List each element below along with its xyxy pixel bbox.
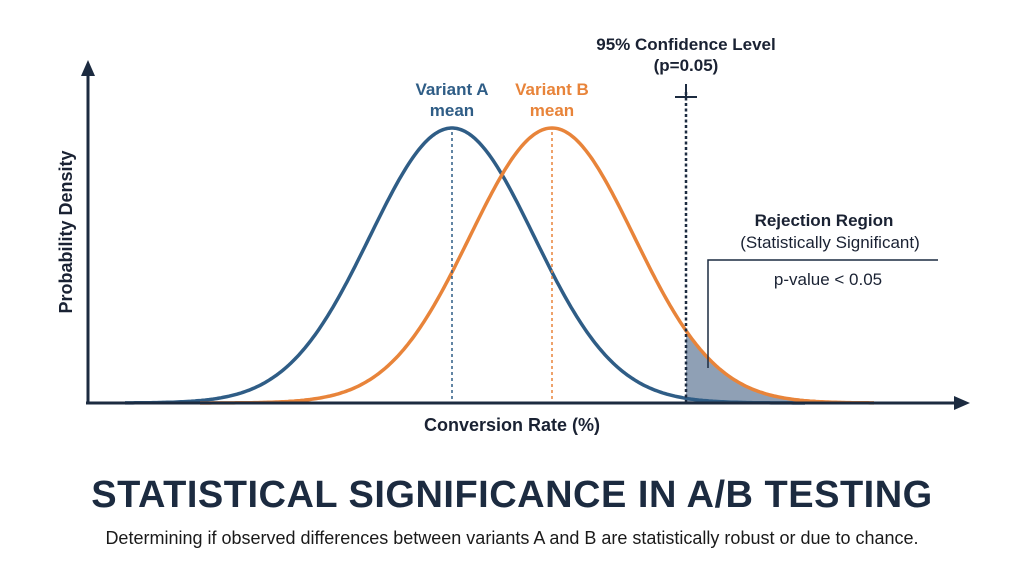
variant-a-label-line1: Variant A <box>415 80 488 99</box>
page-title: STATISTICAL SIGNIFICANCE IN A/B TESTING <box>91 474 933 516</box>
x-axis-label: Conversion Rate (%) <box>424 415 600 435</box>
page-subtitle: Determining if observed differences betw… <box>105 528 919 548</box>
rejection-region-title: Rejection Region <box>755 211 894 230</box>
x-axis-arrow <box>954 396 970 410</box>
variant-a-curve <box>125 126 805 405</box>
variant-b-label-line2: mean <box>530 101 574 120</box>
rejection-region-fill <box>686 330 875 403</box>
variant-b-label-line1: Variant B <box>515 80 589 99</box>
distribution-chart: Probability Density Conversion Rate (%) … <box>56 35 970 435</box>
rejection-region-subtitle: (Statistically Significant) <box>740 233 920 252</box>
variant-b-curve <box>200 126 874 405</box>
variant-a-label-line2: mean <box>430 101 474 120</box>
rejection-bracket <box>707 259 938 368</box>
rejection-region-note: p-value < 0.05 <box>774 270 882 289</box>
threshold-label-line1: 95% Confidence Level <box>596 35 776 54</box>
threshold-label-line2: (p=0.05) <box>654 56 719 75</box>
y-axis-arrow <box>81 60 95 76</box>
y-axis-label: Probability Density <box>56 150 76 313</box>
